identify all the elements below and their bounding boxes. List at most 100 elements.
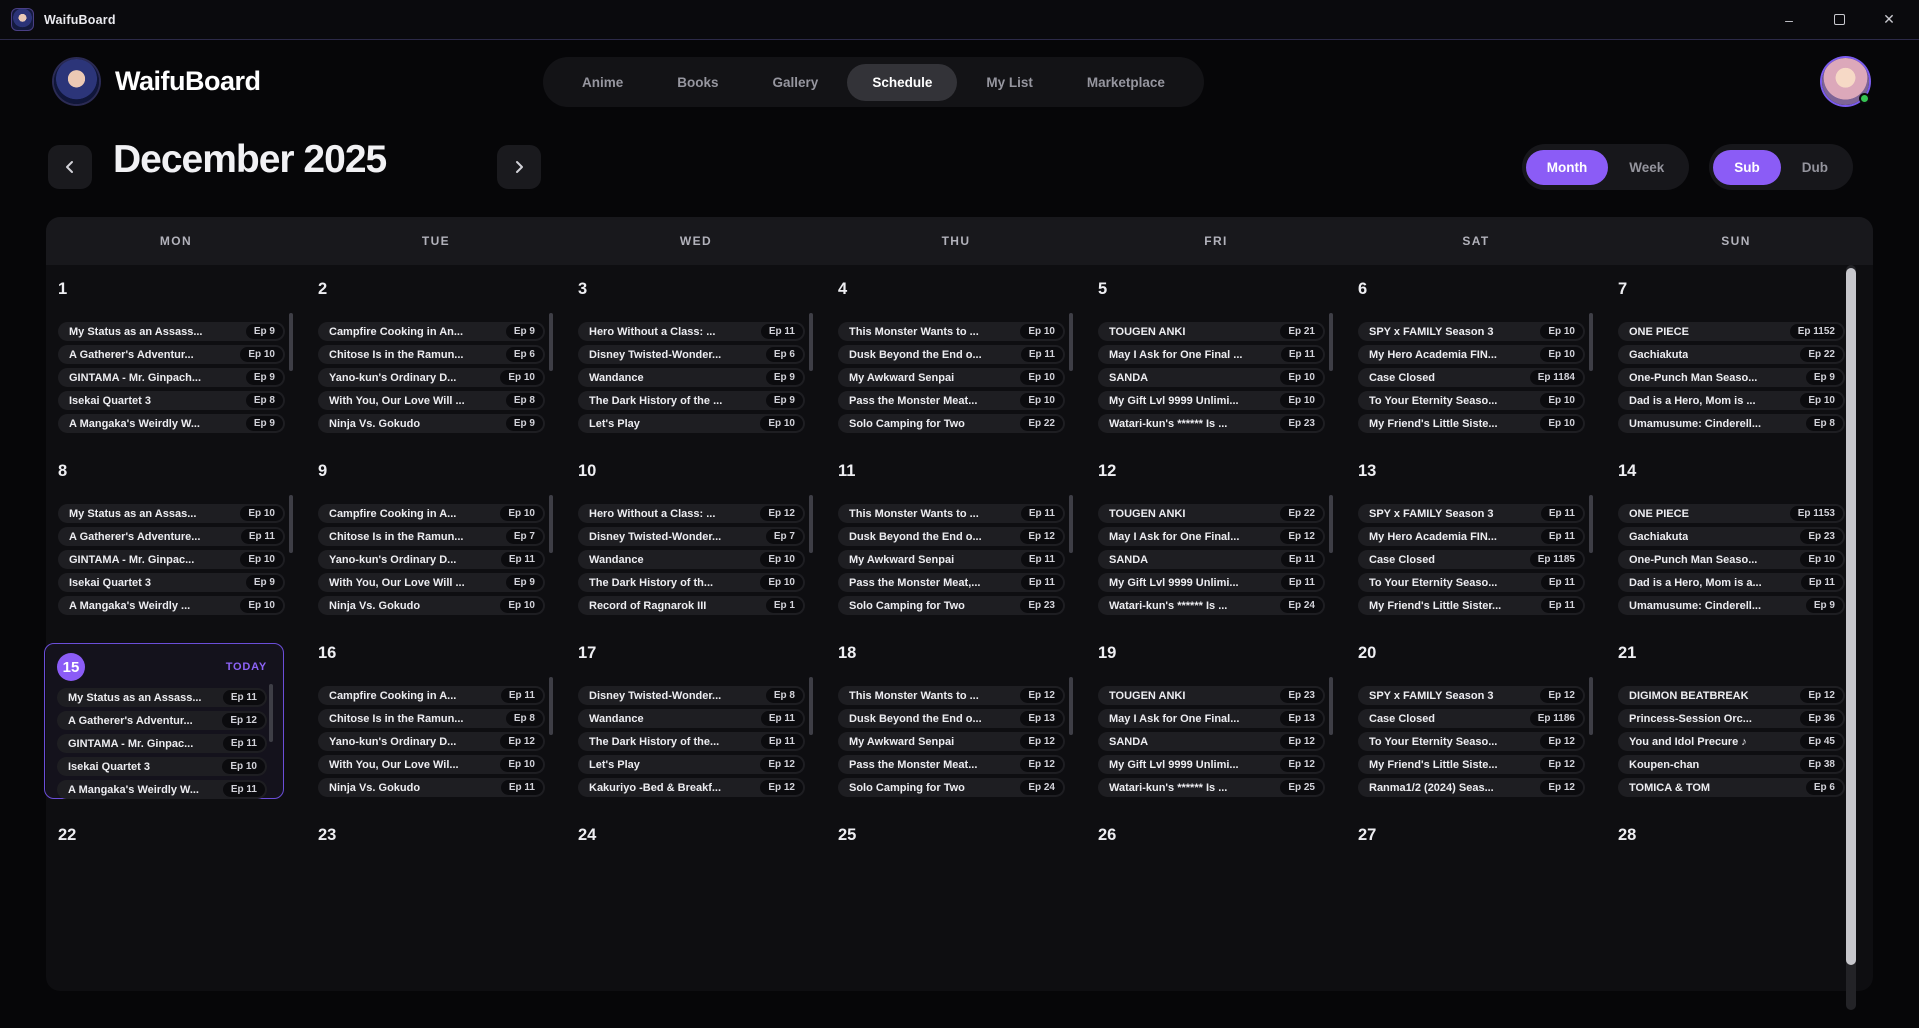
nav-item-books[interactable]: Books [652,64,743,101]
episode-pill[interactable]: TOMICA & TOM Ep 6 [1618,778,1845,797]
cell-scrollbar[interactable] [289,495,293,553]
episode-pill[interactable]: SANDA Ep 10 [1098,368,1325,387]
episode-pill[interactable]: To Your Eternity Seaso... Ep 11 [1358,573,1585,592]
cell-scrollbar[interactable] [549,677,553,735]
day-cell-23[interactable]: 23 [306,811,566,993]
episode-pill[interactable]: My Status as an Assas... Ep 10 [58,504,285,523]
episode-pill[interactable]: Kakuriyo -Bed & Breakf... Ep 12 [578,778,805,797]
episode-pill[interactable]: May I Ask for One Final ... Ep 11 [1098,345,1325,364]
episode-pill[interactable]: Pass the Monster Meat... Ep 12 [838,755,1065,774]
episode-pill[interactable]: Hero Without a Class: ... Ep 11 [578,322,805,341]
day-cell-22[interactable]: 22 [46,811,306,993]
episode-pill[interactable]: Watari-kun's ****** Is ... Ep 25 [1098,778,1325,797]
episode-pill[interactable]: Disney Twisted-Wonder... Ep 8 [578,686,805,705]
cell-scrollbar[interactable] [1329,495,1333,553]
episode-pill[interactable]: My Gift Lvl 9999 Unlimi... Ep 12 [1098,755,1325,774]
episode-pill[interactable]: My Status as an Assass... Ep 11 [57,688,267,707]
episode-pill[interactable]: The Dark History of the... Ep 11 [578,732,805,751]
episode-pill[interactable]: Pass the Monster Meat... Ep 10 [838,391,1065,410]
day-cell-13[interactable]: 13 SPY x FAMILY Season 3 Ep 11 My Hero Acad… [1346,447,1606,629]
avatar[interactable] [1822,58,1870,105]
nav-item-gallery[interactable]: Gallery [748,64,844,101]
episode-pill[interactable]: My Friend's Little Siste... Ep 10 [1358,414,1585,433]
episode-pill[interactable]: ONE PIECE Ep 1153 [1618,504,1845,523]
cell-scrollbar[interactable] [549,313,553,371]
episode-pill[interactable]: Chitose Is in the Ramun... Ep 7 [318,527,545,546]
episode-pill[interactable]: Solo Camping for Two Ep 22 [838,414,1065,433]
episode-pill[interactable]: My Status as an Assass... Ep 9 [58,322,285,341]
episode-pill[interactable]: Watari-kun's ****** Is ... Ep 24 [1098,596,1325,615]
episode-pill[interactable]: Wandance Ep 11 [578,709,805,728]
episode-pill[interactable]: A Gatherer's Adventure... Ep 11 [58,527,285,546]
episode-pill[interactable]: Yano-kun's Ordinary D... Ep 11 [318,550,545,569]
episode-pill[interactable]: Disney Twisted-Wonder... Ep 6 [578,345,805,364]
episode-pill[interactable]: SPY x FAMILY Season 3 Ep 10 [1358,322,1585,341]
episode-pill[interactable]: Dusk Beyond the End o... Ep 13 [838,709,1065,728]
cell-scrollbar[interactable] [809,495,813,553]
episode-pill[interactable]: May I Ask for One Final... Ep 12 [1098,527,1325,546]
cell-scrollbar[interactable] [809,313,813,371]
day-cell-10[interactable]: 10 Hero Without a Class: ... Ep 12 Disney T… [566,447,826,629]
episode-pill[interactable]: The Dark History of the ... Ep 9 [578,391,805,410]
episode-pill[interactable]: My Awkward Senpai Ep 10 [838,368,1065,387]
episode-pill[interactable]: Gachiakuta Ep 22 [1618,345,1845,364]
toggle-week[interactable]: Week [1608,150,1685,185]
episode-pill[interactable]: Record of Ragnarok III Ep 1 [578,596,805,615]
episode-pill[interactable]: SPY x FAMILY Season 3 Ep 11 [1358,504,1585,523]
day-cell-1[interactable]: 1 My Status as an Assass... Ep 9 A Gatherer… [46,265,306,447]
episode-pill[interactable]: Ninja Vs. Gokudo Ep 10 [318,596,545,615]
episode-pill[interactable]: Chitose Is in the Ramun... Ep 6 [318,345,545,364]
episode-pill[interactable]: My Hero Academia FIN... Ep 11 [1358,527,1585,546]
day-cell-27[interactable]: 27 [1346,811,1606,993]
episode-pill[interactable]: Isekai Quartet 3 Ep 9 [58,573,285,592]
episode-pill[interactable]: DIGIMON BEATBREAK Ep 12 [1618,686,1845,705]
episode-pill[interactable]: Umamusume: Cinderell... Ep 8 [1618,414,1845,433]
episode-pill[interactable]: Pass the Monster Meat,... Ep 11 [838,573,1065,592]
episode-pill[interactable]: Princess-Session Orc... Ep 36 [1618,709,1845,728]
episode-pill[interactable]: May I Ask for One Final... Ep 13 [1098,709,1325,728]
episode-pill[interactable]: Case Closed Ep 1186 [1358,709,1585,728]
episode-pill[interactable]: Dad is a Hero, Mom is a... Ep 11 [1618,573,1845,592]
episode-pill[interactable]: Ranma1/2 (2024) Seas... Ep 12 [1358,778,1585,797]
episode-pill[interactable]: Solo Camping for Two Ep 23 [838,596,1065,615]
episode-pill[interactable]: Ninja Vs. Gokudo Ep 9 [318,414,545,433]
episode-pill[interactable]: Isekai Quartet 3 Ep 10 [57,757,267,776]
episode-pill[interactable]: My Awkward Senpai Ep 11 [838,550,1065,569]
episode-pill[interactable]: Campfire Cooking in A... Ep 10 [318,504,545,523]
cell-scrollbar[interactable] [289,313,293,371]
day-cell-28[interactable]: 28 [1606,811,1866,993]
episode-pill[interactable]: With You, Our Love Will ... Ep 9 [318,573,545,592]
episode-pill[interactable]: SPY x FAMILY Season 3 Ep 12 [1358,686,1585,705]
day-cell-2[interactable]: 2 Campfire Cooking in An... Ep 9 Chitose Is… [306,265,566,447]
episode-pill[interactable]: This Monster Wants to ... Ep 10 [838,322,1065,341]
close-button[interactable]: ✕ [1883,11,1895,27]
day-cell-25[interactable]: 25 [826,811,1086,993]
episode-pill[interactable]: My Hero Academia FIN... Ep 10 [1358,345,1585,364]
episode-pill[interactable]: My Friend's Little Sister... Ep 11 [1358,596,1585,615]
episode-pill[interactable]: My Gift Lvl 9999 Unlimi... Ep 11 [1098,573,1325,592]
day-cell-12[interactable]: 12 TOUGEN ANKI Ep 22 May I Ask for One Fina… [1086,447,1346,629]
cell-scrollbar[interactable] [1069,313,1073,371]
episode-pill[interactable]: Disney Twisted-Wonder... Ep 7 [578,527,805,546]
next-month-button[interactable] [497,145,541,189]
episode-pill[interactable]: Let's Play Ep 10 [578,414,805,433]
cell-scrollbar[interactable] [1589,677,1593,735]
day-cell-16[interactable]: 16 Campfire Cooking in A... Ep 11 Chitose I… [306,629,566,811]
toggle-month[interactable]: Month [1525,149,1609,185]
cell-scrollbar[interactable] [1069,677,1073,735]
nav-item-my-list[interactable]: My List [961,64,1058,101]
episode-pill[interactable]: Dusk Beyond the End o... Ep 11 [838,345,1065,364]
episode-pill[interactable]: Campfire Cooking in An... Ep 9 [318,322,545,341]
episode-pill[interactable]: My Friend's Little Siste... Ep 12 [1358,755,1585,774]
episode-pill[interactable]: TOUGEN ANKI Ep 22 [1098,504,1325,523]
cell-scrollbar[interactable] [809,677,813,735]
episode-pill[interactable]: One-Punch Man Seaso... Ep 9 [1618,368,1845,387]
day-cell-24[interactable]: 24 [566,811,826,993]
day-cell-8[interactable]: 8 My Status as an Assas... Ep 10 A Gatherer… [46,447,306,629]
day-cell-19[interactable]: 19 TOUGEN ANKI Ep 23 May I Ask for One Fina… [1086,629,1346,811]
episode-pill[interactable]: ONE PIECE Ep 1152 [1618,322,1845,341]
episode-pill[interactable]: To Your Eternity Seaso... Ep 12 [1358,732,1585,751]
episode-pill[interactable]: Ninja Vs. Gokudo Ep 11 [318,778,545,797]
nav-item-schedule[interactable]: Schedule [847,63,958,101]
episode-pill[interactable]: Dusk Beyond the End o... Ep 12 [838,527,1065,546]
